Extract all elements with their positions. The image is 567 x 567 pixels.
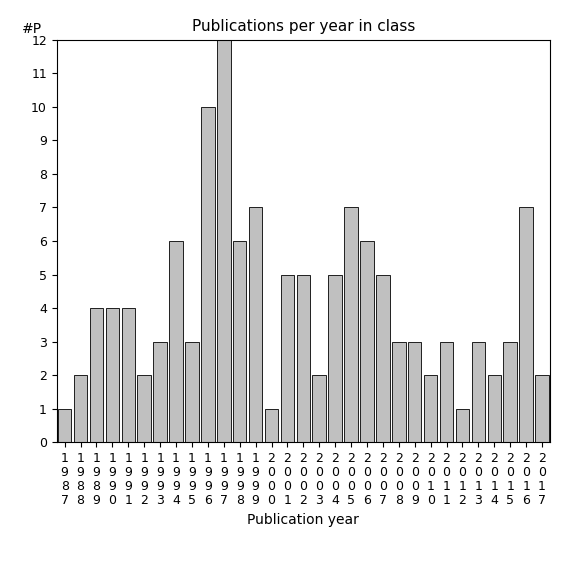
Bar <box>360 241 374 442</box>
Bar <box>105 308 119 442</box>
Bar <box>58 409 71 442</box>
Bar <box>249 208 263 442</box>
Bar <box>488 375 501 442</box>
Bar <box>328 274 342 442</box>
Title: Publications per year in class: Publications per year in class <box>192 19 415 35</box>
Bar <box>503 341 517 442</box>
Bar <box>535 375 549 442</box>
X-axis label: Publication year: Publication year <box>247 513 359 527</box>
Bar <box>281 274 294 442</box>
Text: #P: #P <box>22 22 43 36</box>
Bar <box>456 409 469 442</box>
Bar <box>376 274 390 442</box>
Bar <box>90 308 103 442</box>
Bar <box>201 107 215 442</box>
Bar <box>265 409 278 442</box>
Bar <box>312 375 326 442</box>
Bar <box>297 274 310 442</box>
Bar <box>519 208 533 442</box>
Bar <box>121 308 135 442</box>
Bar <box>392 341 405 442</box>
Bar <box>472 341 485 442</box>
Bar <box>170 241 183 442</box>
Bar <box>217 40 231 442</box>
Bar <box>74 375 87 442</box>
Bar <box>408 341 421 442</box>
Bar <box>185 341 198 442</box>
Bar <box>153 341 167 442</box>
Bar <box>137 375 151 442</box>
Bar <box>344 208 358 442</box>
Bar <box>440 341 454 442</box>
Bar <box>424 375 437 442</box>
Bar <box>233 241 247 442</box>
